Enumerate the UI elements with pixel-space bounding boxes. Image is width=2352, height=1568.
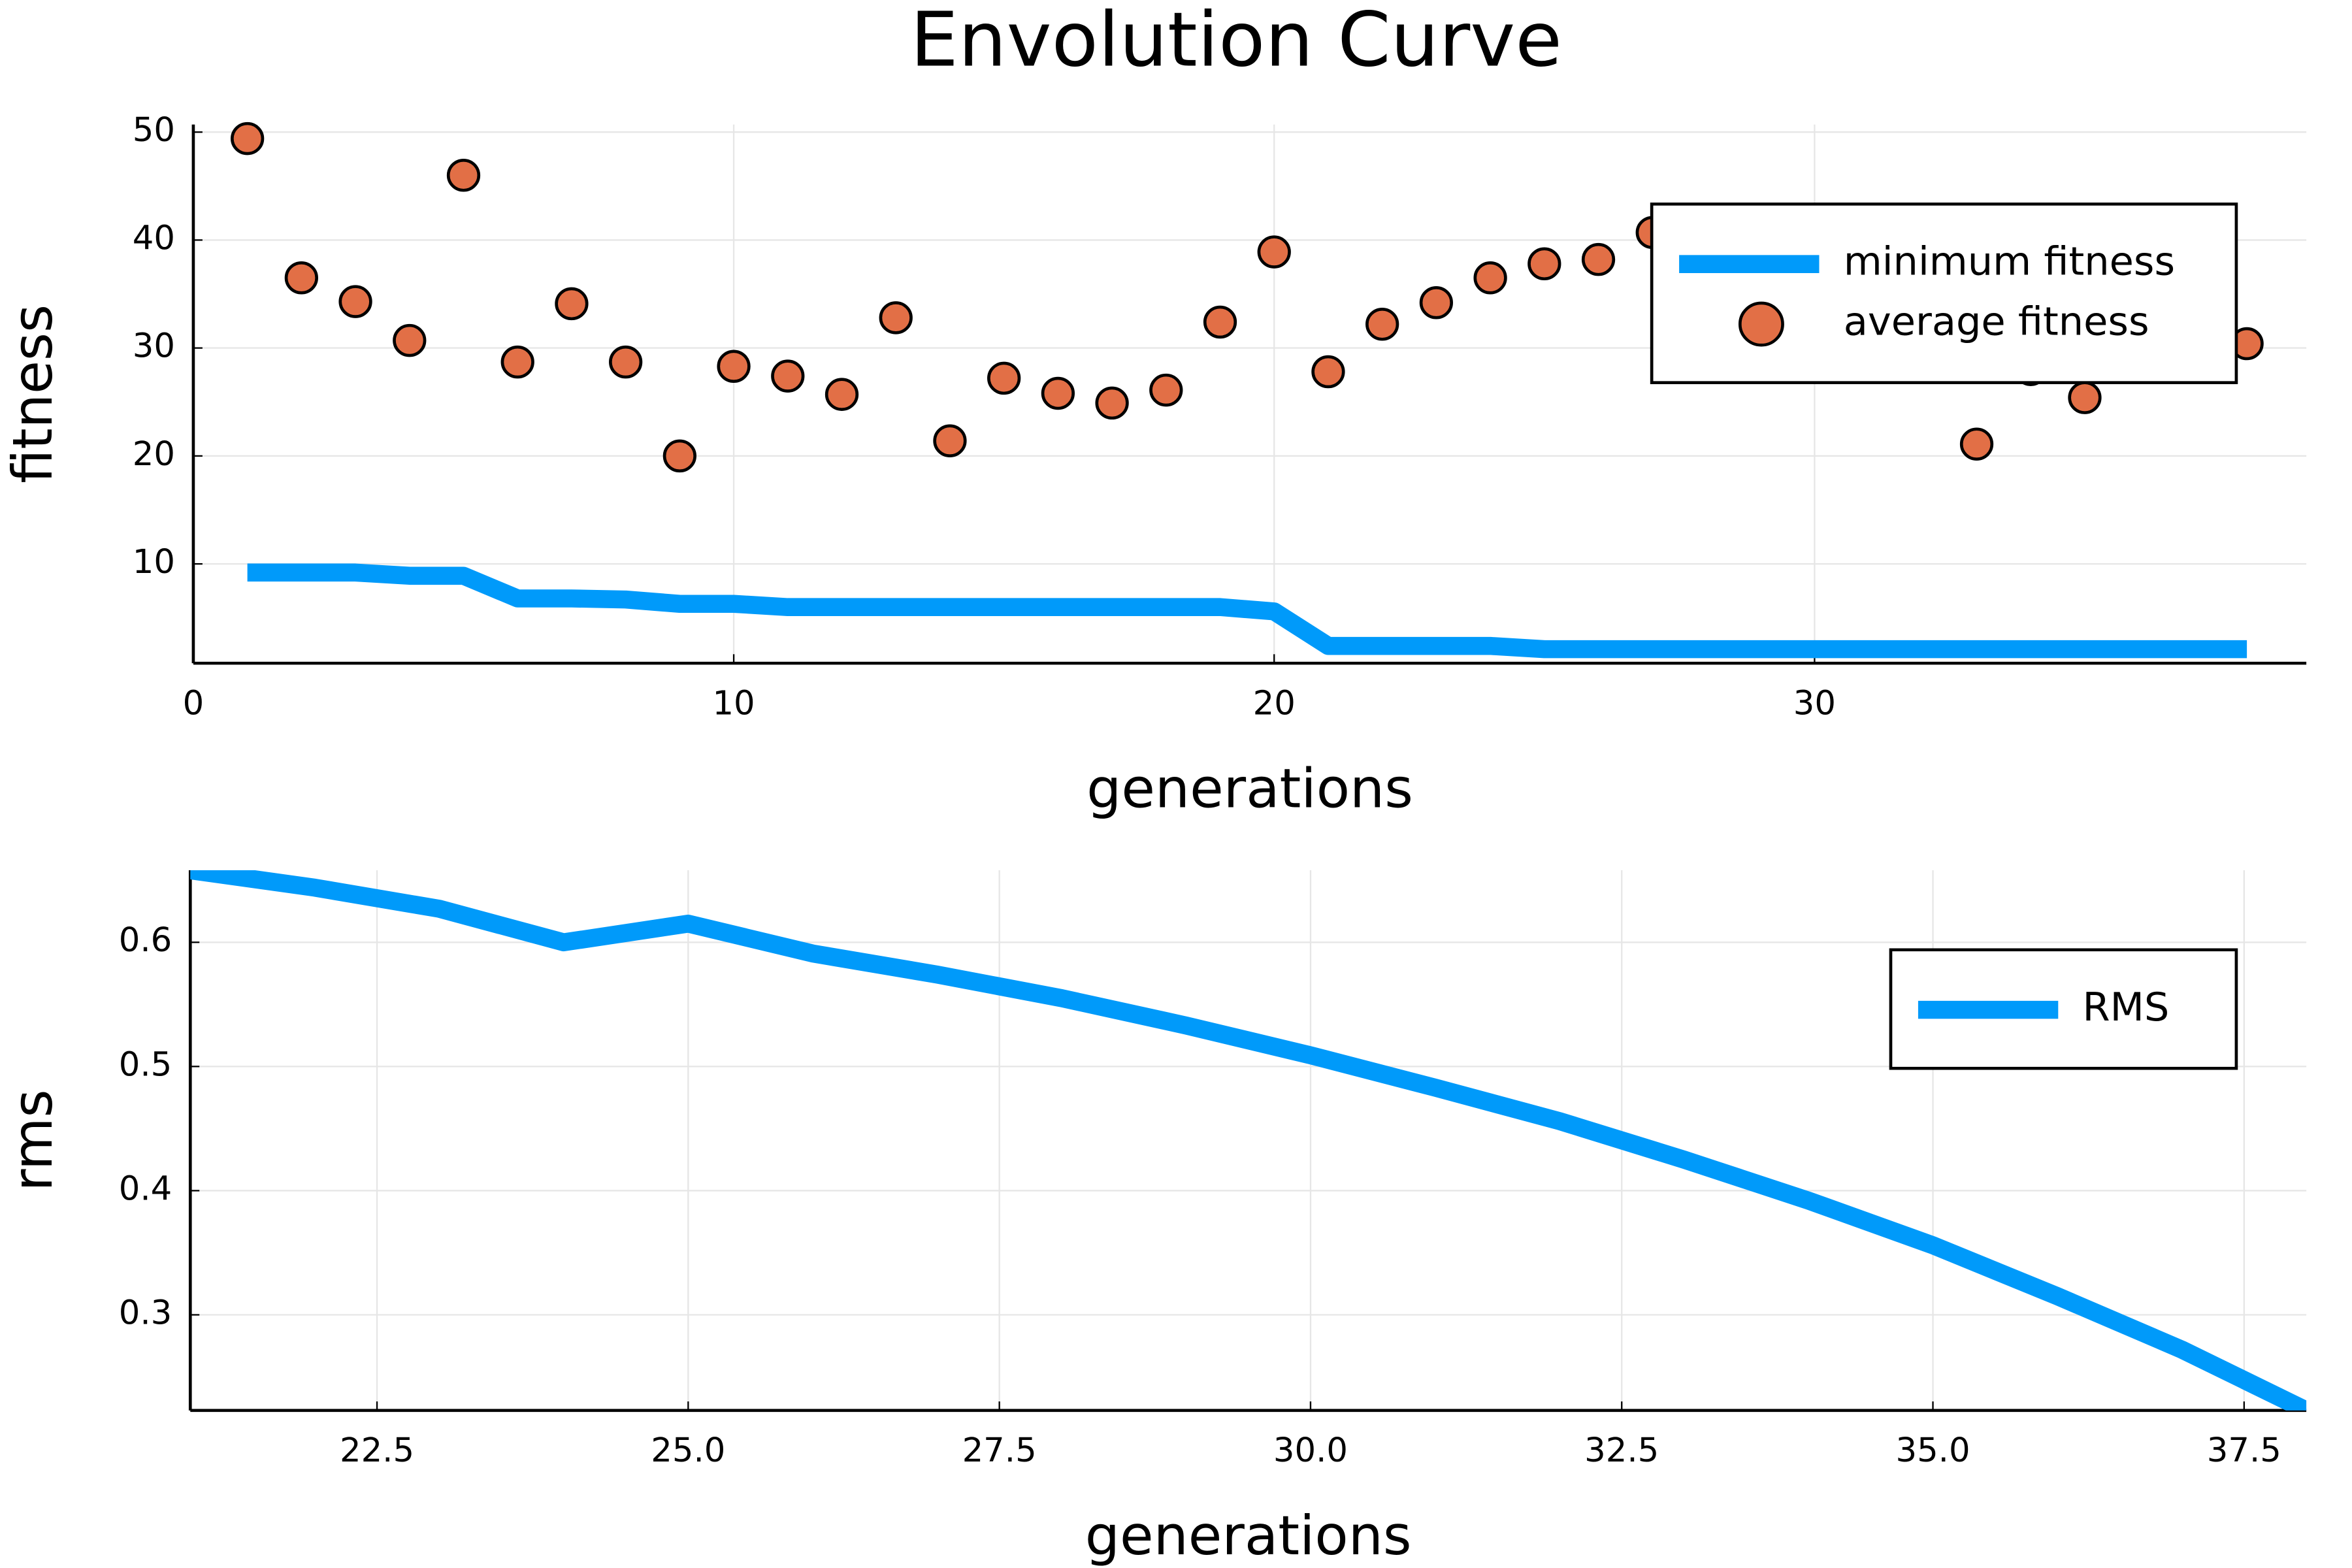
point (717, 350, 751, 384)
x-tick-label: 25.0 (651, 1431, 725, 1470)
point (609, 345, 643, 379)
x-tick-label: 0 (183, 685, 204, 723)
point (231, 122, 265, 155)
point (1203, 305, 1237, 339)
x-tick-label: 32.5 (1584, 1431, 1659, 1470)
point (825, 378, 859, 411)
point (771, 359, 805, 393)
legend: minimum fitness average fitness (1650, 203, 2238, 384)
legend: RMS (1889, 948, 2238, 1070)
point (1365, 308, 1399, 341)
legend-box (1650, 203, 2238, 384)
line (190, 870, 2307, 1411)
legend-marker (1738, 301, 1784, 347)
y-tick-label: 50 (133, 111, 175, 150)
x-tick-label: 27.5 (962, 1431, 1037, 1470)
point (1581, 242, 1616, 276)
y-tick-label: 10 (133, 543, 175, 581)
point (338, 285, 372, 318)
point (1149, 373, 1183, 407)
y-tick-label: 0.3 (119, 1294, 172, 1333)
x-axis-label: generations (1086, 757, 1413, 820)
y-tick-label: 0.6 (119, 922, 172, 960)
point (555, 287, 589, 321)
point (933, 424, 967, 458)
line (247, 563, 2247, 659)
point (1041, 376, 1075, 410)
y-tick-label: 0.4 (119, 1170, 172, 1209)
point (1419, 286, 1454, 319)
chart-title: Envolution Curve (910, 0, 1562, 84)
point (393, 323, 427, 357)
point (500, 345, 534, 379)
legend-label: RMS (2083, 985, 2170, 1031)
point (879, 301, 913, 335)
y-tick-label: 0.5 (119, 1046, 172, 1085)
point (1959, 427, 1994, 461)
y-axis-label: rms (1, 1089, 65, 1191)
point (1473, 261, 1507, 295)
point (662, 439, 696, 473)
x-tick-label: 20 (1253, 685, 1296, 723)
x-tick-label: 37.5 (2207, 1431, 2281, 1470)
y-axis-label: fitness (1, 304, 65, 483)
point (1257, 235, 1291, 269)
point (284, 261, 318, 295)
x-tick-label: 22.5 (340, 1431, 414, 1470)
y-tick-label: 20 (133, 435, 175, 474)
x-axis-label: generations (1085, 1505, 1412, 1567)
point (1311, 355, 1345, 389)
point (1527, 247, 1561, 281)
x-tick-label: 10 (712, 685, 755, 723)
point (987, 361, 1021, 395)
point (1095, 386, 1129, 420)
y-tick-label: 30 (133, 327, 175, 366)
legend-label: average fitness (1844, 299, 2149, 345)
y-tick-label: 40 (133, 220, 175, 258)
x-tick-label: 30.0 (1273, 1431, 1348, 1470)
point (446, 159, 481, 192)
x-tick-label: 35.0 (1895, 1431, 1970, 1470)
x-tick-label: 30 (1793, 685, 1836, 723)
legend-label: minimum fitness (1844, 239, 2175, 285)
point (2068, 381, 2102, 414)
